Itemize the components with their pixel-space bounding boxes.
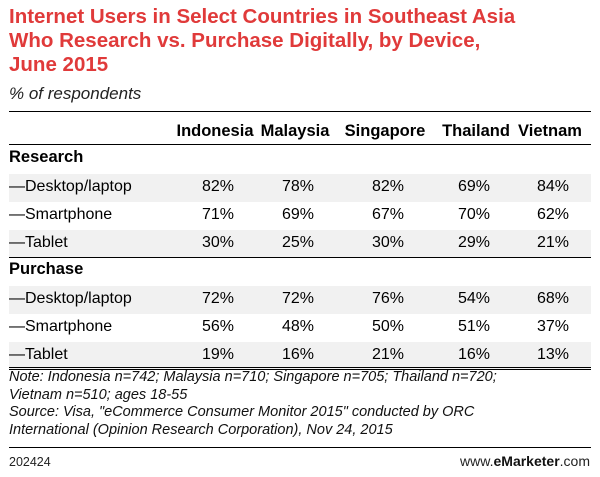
table-cell: 51%: [457, 318, 490, 335]
brand-suffix: .com: [559, 453, 590, 469]
table-cell: 29%: [457, 234, 490, 251]
row-label: —Smartphone: [9, 318, 113, 335]
table-cell: 78%: [281, 178, 314, 195]
column-header: Vietnam: [518, 122, 582, 140]
table-cell: 84%: [536, 178, 569, 195]
table-cell: 72%: [281, 290, 314, 307]
chart-id: 202424: [9, 455, 51, 469]
note-line: Source: Visa, "eCommerce Consumer Monito…: [9, 404, 475, 420]
row-shade: [9, 230, 591, 258]
note-line: International (Opinion Research Corporat…: [9, 421, 393, 438]
title-line: June 2015: [9, 53, 109, 76]
title-line: Who Research vs. Purchase Digitally, by …: [9, 29, 481, 52]
brand-prefix: www.: [460, 453, 494, 469]
column-header: Thailand: [442, 122, 510, 140]
table-cell: 68%: [536, 290, 569, 307]
chart-subtitle: % of respondents: [9, 84, 142, 103]
section-label: Research: [9, 148, 84, 166]
table-cell: 21%: [536, 234, 569, 251]
section-divider: [9, 369, 591, 370]
table-cell: 62%: [536, 206, 569, 223]
row-shade: [9, 342, 591, 370]
table-cell: 16%: [281, 346, 314, 363]
table-cell: 54%: [457, 290, 490, 307]
chart-title: Internet Users in Select Countries in So…: [9, 5, 594, 77]
table-cell: 72%: [201, 290, 234, 307]
table-cell: 70%: [457, 206, 490, 223]
row-shade: [9, 286, 591, 314]
table-cell: 71%: [201, 206, 234, 223]
table-cell: 30%: [371, 234, 404, 251]
table-cell: 67%: [371, 206, 404, 223]
table-cell: 19%: [201, 346, 234, 363]
table-cell: 25%: [281, 234, 314, 251]
row-label: —Tablet: [9, 234, 68, 251]
table-cell: 82%: [201, 178, 234, 195]
note-line: Vietnam n=510; ages 18-55: [9, 386, 188, 403]
row-shade: [9, 174, 591, 202]
table-cell: 13%: [536, 346, 569, 363]
table-cell: 37%: [536, 318, 569, 335]
row-label: —Smartphone: [9, 206, 113, 223]
table-cell: 21%: [371, 346, 404, 363]
table-cell: 16%: [457, 346, 490, 363]
table-cell: 82%: [371, 178, 404, 195]
brand-name: eMarketer: [493, 453, 560, 469]
table-cell: 69%: [281, 206, 314, 223]
top-divider: [9, 111, 591, 112]
row-label: —Desktop/laptop: [9, 178, 132, 195]
column-header: Malaysia: [260, 122, 330, 140]
table-cell: 76%: [371, 290, 404, 307]
section-label: Purchase: [9, 260, 84, 278]
table-cell: 69%: [457, 178, 490, 195]
table-cell: 30%: [201, 234, 234, 251]
bottom-divider: [9, 367, 591, 368]
note-line: Note: Indonesia n=742; Malaysia n=710; S…: [9, 369, 497, 385]
column-header: Indonesia: [176, 122, 254, 140]
column-header: Singapore: [344, 122, 426, 140]
brand-logo: www.eMarketer.com: [460, 453, 590, 469]
title-line: Internet Users in Select Countries in So…: [9, 5, 516, 28]
table-cell: 48%: [281, 318, 314, 335]
table-cell: 56%: [201, 318, 234, 335]
footer-divider: [9, 447, 591, 448]
header-divider: [9, 144, 591, 145]
source-note: Note: Indonesia n=742; Malaysia n=710; S…: [9, 369, 594, 439]
table-cell: 50%: [371, 318, 404, 335]
section-divider: [9, 257, 591, 258]
row-label: —Tablet: [9, 346, 68, 363]
row-label: —Desktop/laptop: [9, 290, 132, 307]
